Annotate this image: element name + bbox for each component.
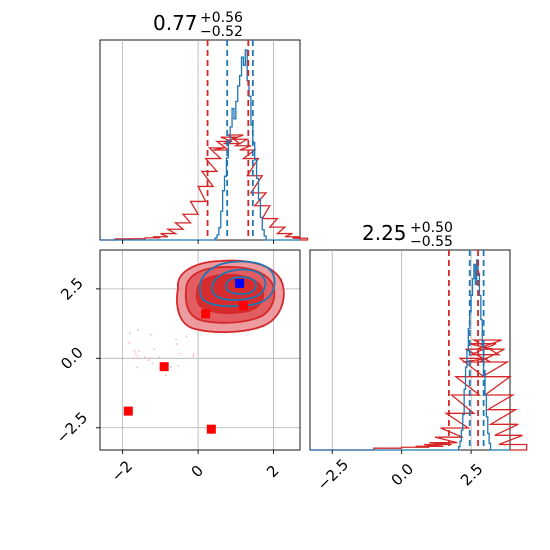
- sample-point: [175, 338, 177, 341]
- blue-contour-outer: [199, 260, 276, 308]
- top-left-title-value: 0.77: [153, 11, 198, 35]
- bottom-right-title-plus: +0.50: [410, 220, 453, 236]
- histogram-blue: [100, 49, 300, 241]
- sample-point: [147, 359, 150, 362]
- x-tick-label: −2.5: [314, 455, 352, 493]
- histogram-red: [100, 134, 309, 241]
- sample-point: [136, 366, 138, 369]
- sample-point: [192, 353, 195, 355]
- top-left-frame: [99, 39, 301, 241]
- blue-contour-group: [199, 260, 276, 308]
- bottom-right-title-minus: −0.55: [410, 234, 453, 250]
- sample-point: [128, 341, 131, 344]
- sample-point: [177, 364, 180, 367]
- sample-point: [192, 355, 195, 358]
- x-tick-label: 2.5: [457, 460, 487, 490]
- sample-point: [176, 343, 179, 345]
- red-marker: [123, 406, 133, 416]
- bottom-right-title: 2.25 +0.50 −0.55: [362, 220, 453, 250]
- bottom-right-vlines: [447, 250, 485, 450]
- red-marker: [238, 301, 248, 311]
- blue-contour-mid: [211, 268, 267, 301]
- sample-point: [134, 352, 137, 355]
- sample-point: [150, 333, 152, 336]
- top-left-series: [100, 49, 309, 241]
- sample-point: [136, 357, 138, 360]
- sample-point: [169, 365, 172, 368]
- red-marker: [201, 309, 211, 319]
- x-tick-label: 0: [188, 462, 207, 481]
- bottom-left-border: [99, 249, 301, 451]
- top-left-title: 0.77 +0.56 −0.52: [153, 10, 243, 40]
- bottom-right-panel: −2.5 0.0 2.5 2.25 +0.50 −0.55: [309, 220, 528, 494]
- sample-point: [148, 357, 151, 359]
- sample-point: [128, 332, 131, 335]
- sample-point: [138, 350, 141, 353]
- sample-point: [143, 356, 146, 359]
- x-tick-label: −2: [108, 457, 136, 485]
- top-left-vlines: [206, 40, 254, 240]
- top-left-panel: 0.77 +0.56 −0.52: [99, 10, 309, 244]
- x-tick-label: 0.0: [388, 460, 418, 490]
- blue-contour-inner: [225, 276, 257, 295]
- bottom-left-markers: [123, 278, 248, 434]
- bottom-right-title-value: 2.25: [362, 221, 407, 245]
- histogram-blue: [310, 259, 510, 451]
- bottom-left-panel: −2 0 2 −2.5 0.0 2.5: [53, 249, 301, 485]
- sample-point: [178, 352, 181, 355]
- sample-point: [151, 362, 154, 365]
- top-left-gridlines: [122, 40, 274, 240]
- x-tick-label: 2: [263, 462, 282, 481]
- top-left-ticks: [122, 240, 275, 244]
- bottom-right-ticks: −2.5 0.0 2.5: [314, 450, 487, 494]
- top-left-title-minus: −0.52: [200, 24, 243, 40]
- top-left-title-plus: +0.56: [200, 10, 243, 26]
- blue-marker: [235, 278, 245, 288]
- bottom-right-gridlines: [331, 250, 472, 450]
- sample-point: [153, 348, 156, 351]
- sample-point: [136, 355, 139, 358]
- sample-point: [137, 328, 140, 331]
- sample-point: [158, 356, 161, 359]
- y-tick-label: 2.5: [57, 274, 87, 304]
- y-tick-label: 0.0: [57, 344, 87, 374]
- red-marker: [206, 424, 216, 434]
- red-marker: [159, 362, 169, 372]
- sample-point: [185, 335, 188, 338]
- y-tick-label: −2.5: [53, 409, 91, 447]
- sample-point: [133, 349, 136, 352]
- sample-point: [164, 374, 167, 377]
